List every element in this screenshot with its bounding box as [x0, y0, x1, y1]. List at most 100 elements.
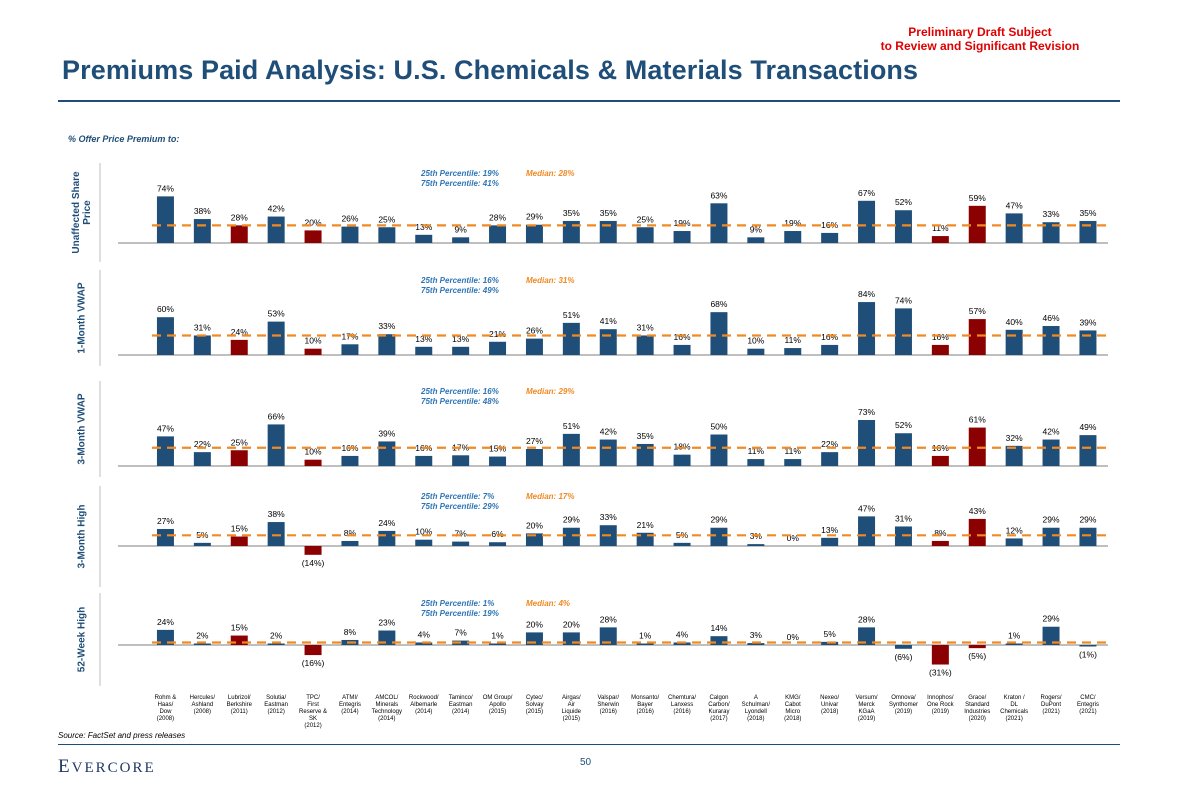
category-label: Reserve & [299, 709, 327, 715]
category-label: Calgon [709, 695, 728, 701]
bar [599, 439, 617, 466]
bar [673, 542, 691, 546]
bar [525, 533, 543, 546]
category-label: DuPont [1041, 702, 1061, 708]
data-label: 16% [821, 332, 838, 342]
category-label: Nexeo/ [820, 695, 839, 701]
bar [1005, 538, 1023, 546]
bar [452, 455, 470, 466]
data-label: 66% [268, 411, 285, 421]
data-label: 32% [1006, 433, 1023, 443]
bar [710, 312, 728, 355]
bar [1005, 329, 1023, 355]
bar [894, 308, 912, 355]
bar [1005, 213, 1023, 243]
bar [230, 225, 248, 243]
category-label: Ashland [192, 702, 214, 708]
category-label: Standard [965, 702, 989, 708]
bar [193, 335, 211, 355]
category-label: Minerals [376, 702, 399, 708]
bar [1005, 643, 1023, 645]
category-label: Industries [964, 709, 990, 715]
bar [894, 645, 912, 649]
bar [525, 338, 543, 355]
bar [341, 540, 359, 546]
category-label: Liquide [562, 709, 582, 715]
data-label: 74% [157, 183, 174, 193]
row-label: 1-Month VWAP [77, 282, 88, 353]
bar [747, 643, 765, 645]
median-label: Median: 29% [526, 387, 574, 396]
data-label: (1%) [1079, 650, 1097, 660]
bar [489, 225, 507, 243]
category-label: (2019) [858, 716, 875, 722]
category-label: SK [309, 716, 317, 722]
data-label: 19% [674, 218, 691, 228]
category-label: Dow [159, 709, 172, 715]
data-label: 35% [563, 208, 580, 218]
data-label: 0% [787, 632, 800, 642]
median-label: Median: 28% [526, 169, 574, 178]
category-label: Entegris [339, 702, 361, 708]
data-label: 61% [969, 415, 986, 425]
bar [1042, 439, 1060, 466]
category-label: Chemicals [1000, 709, 1028, 715]
category-label: (2015) [563, 716, 580, 722]
data-label: 16% [932, 332, 949, 342]
data-label: 28% [231, 212, 248, 222]
percentile-25-label: 25th Percentile: 16% [420, 387, 499, 396]
data-label: 1% [1008, 631, 1021, 641]
bar [599, 329, 617, 355]
row-label: Unaffected Share [71, 171, 82, 254]
category-label: Eastman [264, 702, 288, 708]
bar [415, 642, 433, 645]
bar [931, 645, 949, 665]
category-label: (2012) [304, 723, 321, 729]
category-label: Air [568, 702, 575, 708]
bar [821, 344, 839, 355]
bar [304, 546, 322, 555]
bar [858, 302, 876, 355]
category-label: (2019) [932, 709, 949, 715]
data-label: 57% [969, 306, 986, 316]
data-label: 51% [563, 421, 580, 431]
bar [858, 420, 876, 466]
data-label: 15% [231, 524, 248, 534]
bar [636, 335, 654, 355]
bar [341, 226, 359, 243]
bar [894, 433, 912, 466]
category-label: Solvay [525, 702, 543, 708]
median-label: Median: 17% [526, 492, 574, 501]
data-label: 25% [378, 214, 395, 224]
category-label: KGaA [859, 709, 875, 715]
data-label: 84% [858, 289, 875, 299]
evercore-logo: EVERCORE [58, 756, 156, 777]
bar [1079, 645, 1097, 647]
category-label: Haas/ [158, 702, 174, 708]
data-label: 31% [194, 322, 211, 332]
data-label: 52% [895, 197, 912, 207]
data-label: 24% [231, 327, 248, 337]
data-label: 24% [157, 617, 174, 627]
data-label: 10% [747, 336, 764, 346]
category-label: Valspar/ [597, 695, 619, 701]
bar [636, 227, 654, 243]
bar [599, 627, 617, 645]
category-label: Kuraray [708, 709, 729, 715]
data-label: 20% [305, 217, 322, 227]
bar [415, 346, 433, 355]
data-label: 20% [526, 619, 543, 629]
data-label: 9% [455, 224, 468, 234]
bar [156, 629, 174, 645]
data-label: 13% [452, 334, 469, 344]
category-label: (2019) [895, 709, 912, 715]
category-label: (2021) [1079, 709, 1096, 715]
category-label: (2018) [821, 709, 838, 715]
bar [784, 231, 802, 243]
percentile-25-label: 25th Percentile: 7% [420, 492, 494, 501]
bar [931, 455, 949, 466]
data-label: 33% [1043, 209, 1060, 219]
bar [931, 236, 949, 243]
bar [378, 630, 396, 645]
